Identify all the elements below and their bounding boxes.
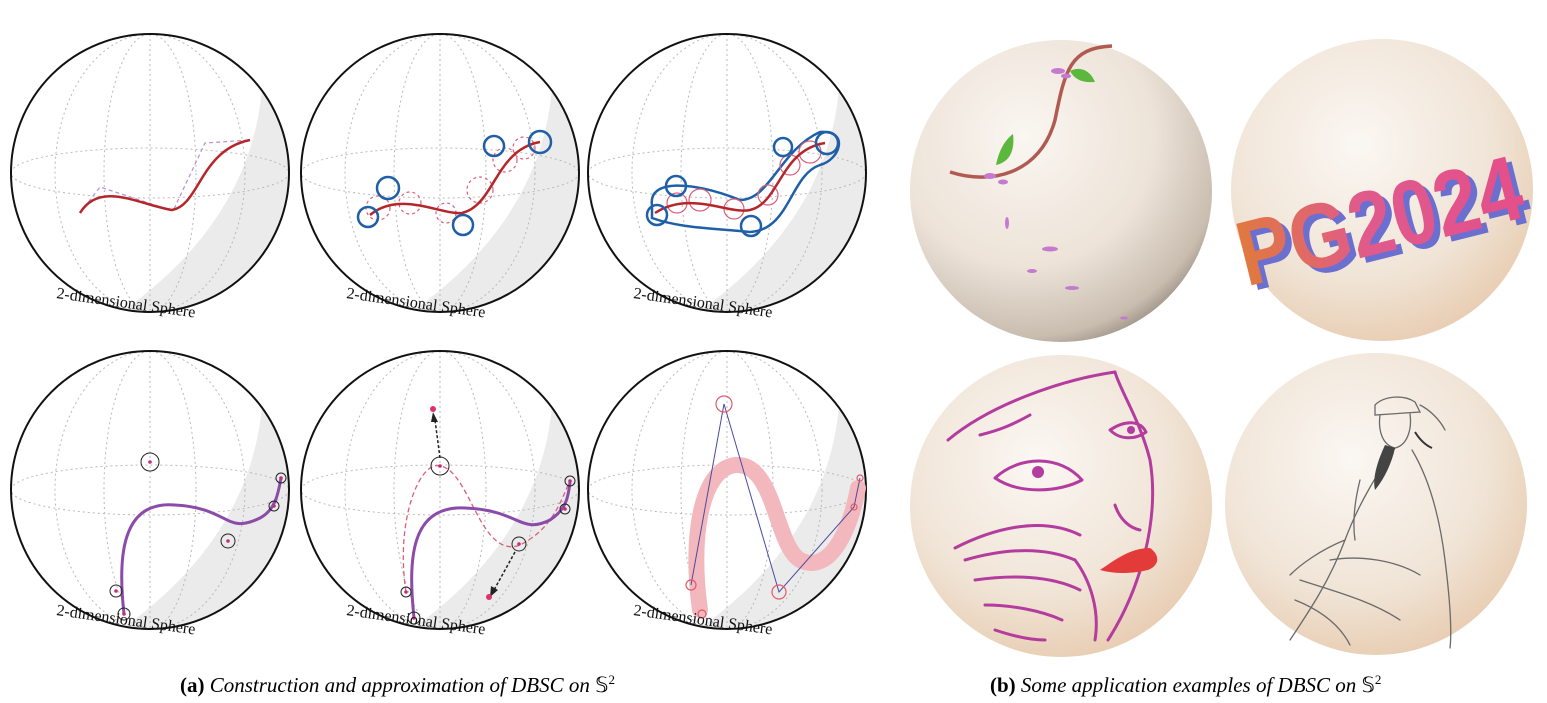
caption-b-text: Some application examples of DBSC on [1020,673,1362,697]
caption-a-symbol: 𝕊 [595,673,609,697]
caption-a-tag: (a) [180,673,205,697]
caption-b: (b) Some application examples of DBSC on… [990,672,1381,698]
sphere-approximation-2: 2-dimensional Sphere [300,350,580,638]
sphere-approximation-1: 2-dimensional Sphere [10,350,290,638]
caption-a-sup: 2 [608,672,616,687]
caption-a-text: Construction and approximation of DBSC o… [209,673,596,697]
sphere-construction-3: 2-dimensional Sphere [587,33,867,321]
sphere-construction-1: 2-dimensional Sphere [10,33,290,321]
caption-b-symbol: 𝕊 [1361,673,1375,697]
caption-b-sup: 2 [1374,672,1382,687]
sphere-face-drawing [910,355,1212,657]
caption-a: (a) Construction and approximation of DB… [180,672,615,698]
sphere-approximation-3: 2-dimensional Sphere [587,350,867,638]
panel-a: 2-dimensional Sphere [10,33,867,638]
sphere-figure-drawing [1225,353,1527,655]
panel-b: PG2024 PG2024 [910,39,1539,657]
sphere-logo-drawing: PG2024 PG2024 [1227,39,1539,341]
caption-b-tag: (b) [990,673,1016,697]
sphere-construction-2: 2-dimensional Sphere [300,33,580,321]
sphere-branch-drawing [910,40,1212,342]
